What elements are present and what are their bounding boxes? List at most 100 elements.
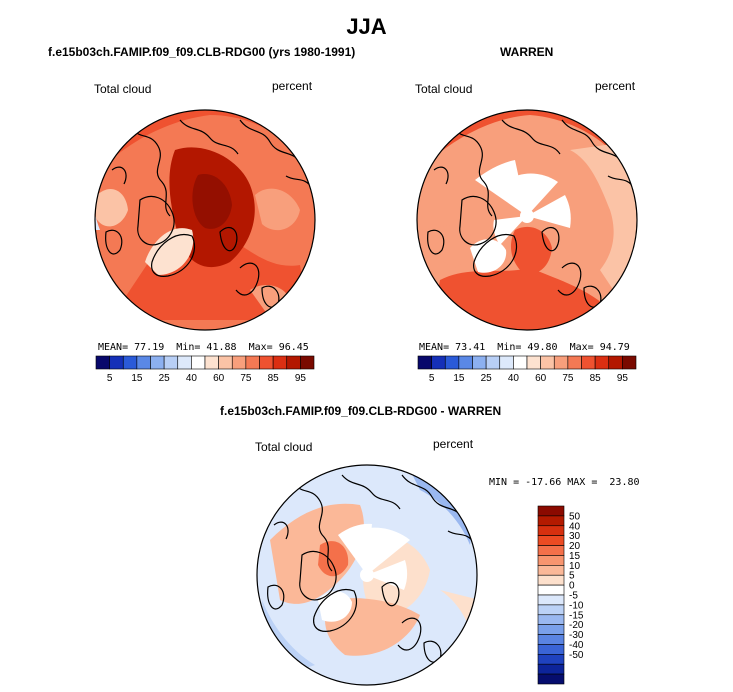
panel3-colorbar-tick-label: 20 bbox=[569, 541, 581, 552]
panel3-colorbar-tick-label: -10 bbox=[569, 600, 584, 611]
panel2-colorbar-tick-label: 95 bbox=[617, 373, 629, 384]
panel3-colorbar-swatch bbox=[537, 574, 565, 586]
panel3-colorbar-tick-label: -50 bbox=[569, 650, 584, 661]
panel1-colorbar-swatch bbox=[259, 355, 274, 370]
panel1-colorbar-swatch bbox=[95, 355, 110, 370]
map3-polar-plot bbox=[257, 465, 477, 685]
map3-coastlines bbox=[267, 474, 475, 663]
panel2-colorbar-swatch bbox=[553, 355, 569, 370]
panel1-colorbar-swatch bbox=[300, 355, 315, 370]
panel1-colorbar-swatch bbox=[204, 355, 219, 370]
panel2-colorbar-tick-label: 5 bbox=[429, 373, 435, 384]
panel1-colorbar-swatch bbox=[163, 355, 179, 370]
panel2-colorbar-swatch bbox=[608, 355, 623, 370]
panel1-colorbar-swatch bbox=[218, 355, 233, 370]
panel2-colorbar-swatch bbox=[499, 355, 514, 370]
panel2-colorbar-swatch bbox=[526, 355, 541, 370]
panel1-colorbar-tick-label: 25 bbox=[159, 373, 171, 384]
figure-title: JJA bbox=[346, 14, 387, 39]
panel1-colorbar: 5 15 25 40 60 75 85 95 bbox=[95, 355, 315, 384]
panel3-subtitle: f.e15b03ch.FAMIP.f09_f09.CLB-RDG00 - WAR… bbox=[220, 404, 502, 418]
panel3-colorbar-swatch bbox=[537, 515, 565, 527]
panel2-colorbar-swatch bbox=[458, 355, 473, 370]
map1-boundary bbox=[94, 109, 316, 331]
panel1-colorbar-tick-label: 85 bbox=[268, 373, 280, 384]
panel1-colorbar-swatch bbox=[109, 355, 124, 370]
panel1-colorbar-swatch bbox=[191, 355, 206, 370]
panel2-colorbar-tick-label: 25 bbox=[481, 373, 493, 384]
panel1-stats: MEAN= 77.19 Min= 41.88 Max= 96.45 bbox=[98, 342, 309, 353]
panel2-colorbar-swatch bbox=[431, 355, 446, 370]
panel3-colorbar-swatch bbox=[537, 535, 565, 546]
panel2-stats: MEAN= 73.41 Min= 49.80 Max= 94.79 bbox=[419, 342, 630, 353]
panel3-colorbar-swatch bbox=[537, 505, 565, 517]
panel3-colorbar-tick-label: 50 bbox=[569, 511, 581, 522]
panel3-colorbar-swatch bbox=[537, 654, 565, 665]
panel2-colorbar-swatch bbox=[581, 355, 596, 370]
panel2-colorbar-tick-label: 75 bbox=[562, 373, 574, 384]
map3-boundary bbox=[256, 464, 478, 686]
panel1-colorbar-swatch bbox=[122, 355, 138, 370]
panel1-colorbar-swatch bbox=[272, 355, 288, 370]
panel3-colorbar-tick-label: -20 bbox=[569, 620, 584, 631]
panel2-colorbar: 5 15 25 40 60 75 85 95 bbox=[417, 355, 637, 384]
panel1-colorbar-swatch bbox=[136, 355, 151, 370]
panel3-colorbar-swatch bbox=[537, 555, 565, 566]
panel3-colorbar-tick-label: -30 bbox=[569, 630, 584, 641]
map2-coastlines bbox=[427, 119, 635, 308]
panel1-variable-label: Total cloud bbox=[94, 82, 152, 96]
panel1-colorbar-tick-label: 5 bbox=[107, 373, 113, 384]
panel3-colorbar-tick-label: 0 bbox=[569, 581, 575, 592]
panel3-colorbar-tick-label: 5 bbox=[569, 571, 575, 582]
panel3-colorbar-tick-label: 30 bbox=[569, 531, 581, 542]
map2-polar-plot bbox=[417, 110, 637, 330]
panel3-colorbar-swatch bbox=[537, 525, 565, 536]
panel2-colorbar-tick-label: 60 bbox=[535, 373, 547, 384]
panel2-colorbar-swatch bbox=[444, 355, 460, 370]
panel2-colorbar-swatch bbox=[540, 355, 555, 370]
panel1-colorbar-tick-label: 95 bbox=[295, 373, 307, 384]
panel1-colorbar-tick-label: 40 bbox=[186, 373, 198, 384]
panel2-variable-label: Total cloud bbox=[415, 82, 473, 96]
panel1-colorbar-tick-label: 75 bbox=[240, 373, 252, 384]
panel3-colorbar-tick-label: 40 bbox=[569, 521, 581, 532]
panel2-colorbar-swatch bbox=[417, 355, 432, 370]
panel1-colorbar-swatch bbox=[286, 355, 301, 370]
panel3-colorbar-tick-label: 10 bbox=[569, 561, 581, 572]
panel3-colorbar-swatch bbox=[537, 565, 565, 576]
panel2-colorbar-swatch bbox=[567, 355, 582, 370]
panel3-units-label: percent bbox=[433, 437, 474, 451]
panel3-colorbar-tick-label: -40 bbox=[569, 640, 584, 651]
panel1-colorbar-swatch bbox=[177, 355, 192, 370]
panel2-colorbar-tick-label: 15 bbox=[453, 373, 465, 384]
panel2-colorbar-swatch bbox=[594, 355, 610, 370]
panel3-colorbar-tick-label: 15 bbox=[569, 551, 581, 562]
map2-boundary bbox=[416, 109, 638, 331]
panel1-colorbar-swatch bbox=[150, 355, 165, 370]
panel2-colorbar-tick-label: 85 bbox=[590, 373, 602, 384]
panel3-minmax: MIN = -17.66 MAX = 23.80 bbox=[489, 477, 640, 488]
panel3-colorbar-swatch bbox=[537, 545, 565, 556]
panel2-colorbar-swatch bbox=[472, 355, 487, 370]
panel3-colorbar-swatch bbox=[537, 663, 565, 675]
panel1-colorbar-tick-label: 60 bbox=[213, 373, 225, 384]
panel2-units-label: percent bbox=[595, 79, 636, 93]
panel3-colorbar-tick-label: -5 bbox=[569, 591, 578, 602]
panel1-subtitle: f.e15b03ch.FAMIP.f09_f09.CLB-RDG00 (yrs … bbox=[48, 45, 356, 59]
panel1-units-label: percent bbox=[272, 79, 313, 93]
map1-polar-plot bbox=[95, 110, 315, 330]
panel3-colorbar-swatch bbox=[537, 614, 565, 625]
panel2-subtitle: WARREN bbox=[500, 45, 554, 59]
panel1-colorbar-tick-label: 15 bbox=[131, 373, 143, 384]
panel2-colorbar-swatch bbox=[485, 355, 501, 370]
panel3-colorbar-swatch bbox=[537, 624, 565, 635]
panel3-colorbar-swatch bbox=[537, 594, 565, 606]
panel1-colorbar-swatch bbox=[245, 355, 260, 370]
panel3-colorbar-swatch bbox=[537, 634, 565, 645]
panel3-colorbar-swatch bbox=[537, 584, 565, 596]
panel3-colorbar-swatch bbox=[537, 644, 565, 655]
panel1-colorbar-swatch bbox=[231, 355, 247, 370]
panel2-colorbar-tick-label: 40 bbox=[508, 373, 520, 384]
